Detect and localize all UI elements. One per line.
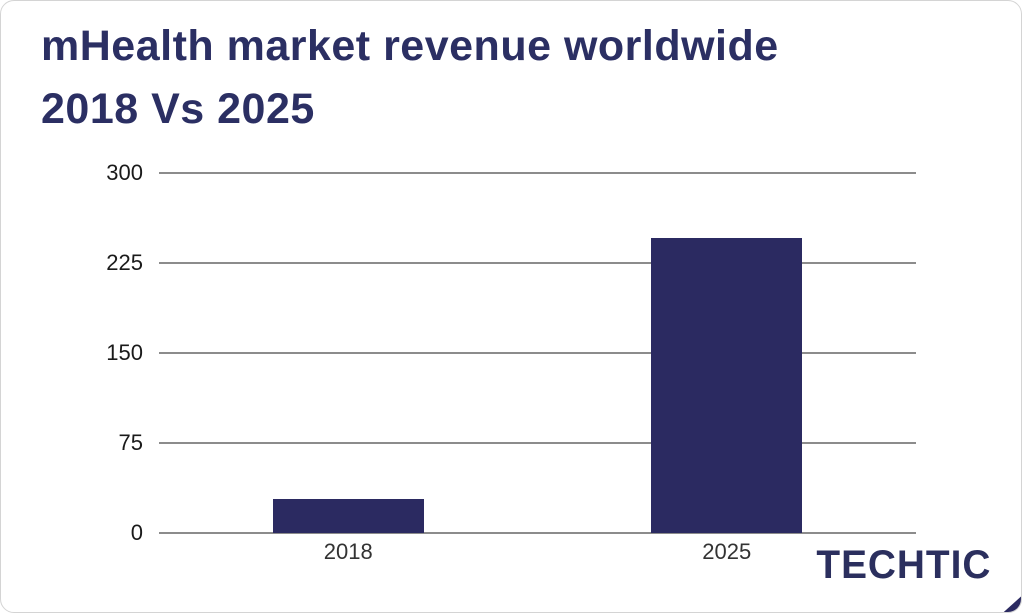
y-axis-tick-labels: 0 75 150 225 300 [1, 161, 143, 545]
gridline-y300 [159, 172, 916, 174]
gridline-y0 [159, 532, 916, 534]
chart-title-line1: mHealth market revenue worldwide [41, 22, 779, 70]
y-tick-label-0: 0 [130, 520, 143, 545]
chart-title: mHealth market revenue worldwide 2018 Vs… [41, 15, 779, 141]
gridline-y225 [159, 262, 916, 264]
x-tick-label-2018: 2018 [323, 539, 373, 564]
gridline-y150 [159, 352, 916, 354]
chart-title-line2: 2018 Vs 2025 [41, 85, 315, 133]
y-tick-label-300: 300 [106, 160, 143, 185]
bar-2025 [651, 237, 803, 533]
y-tick-label-225: 225 [106, 250, 143, 275]
gridline-y75 [159, 442, 916, 444]
plot-area [159, 172, 916, 534]
x-tick-label-2025: 2025 [702, 539, 752, 564]
bar-2018 [272, 499, 424, 533]
y-tick-label-75: 75 [118, 430, 143, 455]
y-tick-label-150: 150 [106, 340, 143, 365]
techtic-logo: TECHTIC [816, 543, 991, 587]
